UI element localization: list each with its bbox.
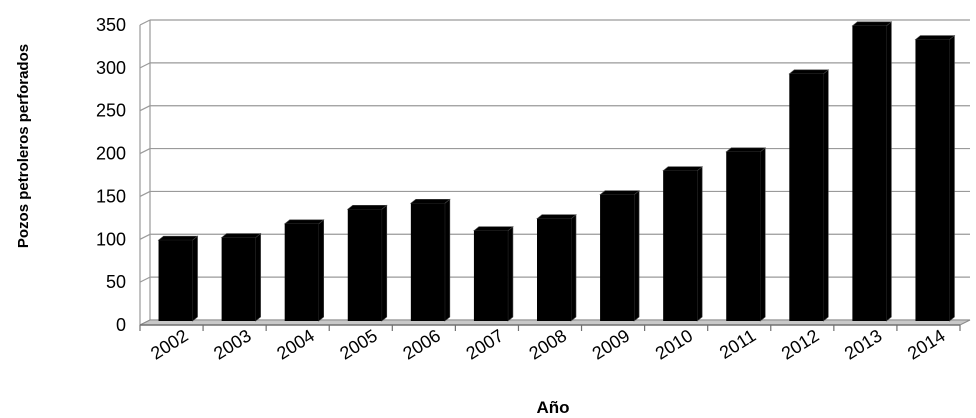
wall-gridline (139, 105, 151, 112)
bars (157, 21, 956, 322)
bar-front (537, 218, 571, 321)
x-tick-label: 2008 (526, 325, 571, 363)
bar-front (915, 39, 950, 321)
bar-top (851, 21, 893, 27)
x-tick-label: 2003 (210, 325, 255, 363)
bar-top (346, 204, 388, 210)
y-tick-label: 250 (96, 101, 126, 121)
bar-front (410, 203, 445, 321)
bar-side (633, 190, 640, 322)
x-tick-label: 2011 (716, 325, 759, 362)
bar-front (789, 73, 824, 321)
x-tick-label: 2005 (336, 325, 381, 363)
y-tick-label: 50 (106, 272, 126, 292)
bar-side (696, 166, 703, 322)
bar-top (473, 226, 514, 232)
x-axis-label: Año (536, 398, 569, 417)
bar-2002 (157, 235, 199, 322)
y-tick-label: 0 (116, 315, 126, 335)
bar-front (284, 223, 319, 321)
x-tick-label: 2002 (147, 325, 192, 363)
bar-2010 (662, 166, 704, 322)
wall-gridline (139, 190, 151, 197)
y-tick-label: 350 (96, 15, 126, 35)
bar-2005 (346, 204, 388, 322)
bar-top (157, 235, 199, 241)
bar-front (221, 237, 256, 321)
x-axis-ticks: 2002 2003 2004 2005 2006 2007 2008 2009 2010 2011… (139, 325, 961, 364)
x-tick-label: 2014 (904, 325, 949, 363)
x-tick-label: 2013 (841, 325, 886, 363)
wall-gridline (139, 148, 151, 155)
bar-front (158, 240, 193, 321)
bar-side (886, 21, 892, 322)
y-tick-label: 100 (96, 229, 126, 249)
bar-2007 (473, 226, 514, 322)
bar-top (788, 69, 830, 75)
x-tick-label: 2007 (462, 325, 507, 363)
bar-2008 (536, 214, 577, 322)
wall-gridline (139, 233, 151, 240)
x-tick-label: 2012 (778, 325, 823, 363)
bar-2011 (725, 147, 767, 322)
x-tick-label: 2004 (273, 325, 318, 363)
bar-top (220, 233, 262, 238)
bar-side (318, 219, 324, 322)
x-tick-label: 2010 (652, 325, 697, 363)
bar-2014 (914, 34, 956, 322)
bar-2003 (220, 232, 262, 322)
x-tick-label: 2006 (399, 325, 444, 363)
bar-front (600, 194, 635, 321)
bar-side (381, 204, 388, 322)
bar-2012 (788, 69, 830, 322)
y-axis-label: Pozos petroleros perforados (15, 44, 32, 248)
bar-front (473, 230, 508, 321)
bar-2006 (409, 198, 451, 322)
bar-top (662, 166, 704, 172)
bar-side (759, 147, 766, 322)
bar-2013 (851, 21, 893, 322)
bar-top (599, 190, 640, 196)
bar-side (192, 235, 198, 322)
bar-top (409, 198, 451, 204)
bar-front (663, 170, 698, 321)
y-tick-label: 150 (96, 186, 126, 206)
bar-top (283, 219, 325, 225)
y-axis-ticks: 0 50 100 150 200 250 300 350 (96, 15, 126, 335)
bar-front (347, 209, 382, 321)
bar-front (726, 151, 761, 321)
bar-side (949, 34, 955, 322)
y-tick-label: 300 (96, 58, 126, 78)
bar-side (507, 226, 514, 322)
bar-2004 (283, 219, 325, 322)
wall-gridline (139, 19, 151, 26)
bar-top (914, 35, 956, 40)
bar-side (255, 232, 261, 322)
bar-top (536, 214, 577, 220)
wall-gridline (139, 62, 151, 69)
bar-side (823, 69, 829, 322)
bar-top (725, 147, 767, 153)
y-tick-label: 200 (96, 144, 126, 164)
bar-front (852, 25, 887, 321)
x-tick-label: 2009 (589, 325, 634, 363)
bar-side (444, 198, 451, 322)
bar-2009 (599, 190, 640, 322)
bar-side (570, 214, 577, 322)
wall-gridline (139, 276, 151, 283)
